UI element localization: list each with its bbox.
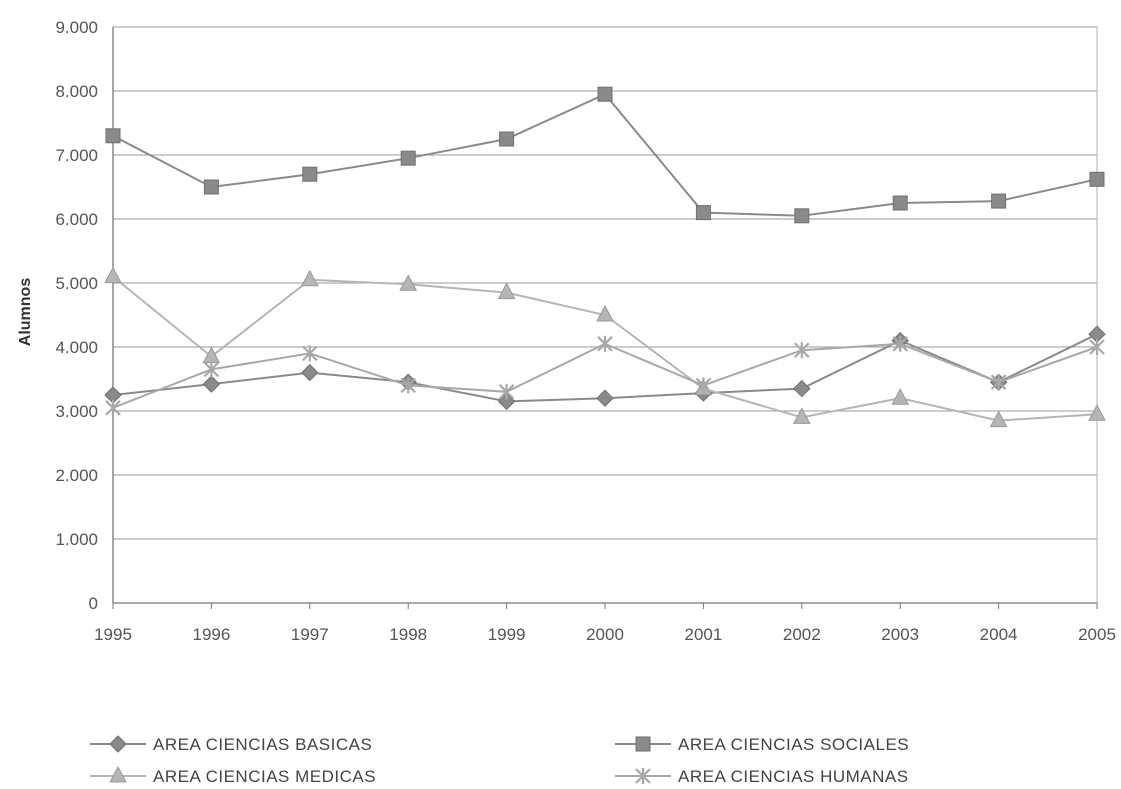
data-point: [302, 166, 318, 182]
series-area-ciencias-humanas: [105, 335, 1105, 416]
data-point: [399, 274, 418, 291]
legend-item: AREA CIENCIAS SOCIALES: [615, 735, 909, 754]
x-tick-label: 1996: [192, 625, 230, 644]
y-axis-title: Alumnos: [17, 278, 34, 347]
x-tick-label: 2003: [881, 625, 919, 644]
legend-marker: [635, 736, 651, 752]
data-point: [792, 407, 811, 424]
x-tick-label: 2001: [684, 625, 722, 644]
data-point: [104, 266, 122, 284]
data-point: [695, 205, 711, 221]
data-point: [990, 374, 1007, 391]
y-tick-label: 3.000: [55, 402, 98, 421]
x-tick-label: 1998: [389, 625, 427, 644]
data-point: [891, 388, 910, 405]
y-tick-label: 7.000: [55, 146, 98, 165]
legend-label: AREA CIENCIAS BASICAS: [153, 735, 372, 754]
legend-label: AREA CIENCIAS HUMANAS: [678, 767, 909, 786]
y-tick-label: 1.000: [55, 530, 98, 549]
data-point: [497, 392, 516, 411]
data-point: [793, 379, 811, 398]
legend-item: AREA CIENCIAS MEDICAS: [90, 765, 376, 786]
data-point: [892, 195, 908, 211]
data-point: [596, 389, 614, 407]
data-point: [498, 383, 515, 400]
axes: [112, 27, 1098, 609]
x-tick-label: 1999: [488, 625, 526, 644]
y-tick-label: 2.000: [55, 466, 98, 485]
data-point: [596, 304, 614, 322]
data-point: [695, 377, 712, 394]
data-point: [597, 86, 613, 102]
legend: AREA CIENCIAS BASICAS AREA CIENCIAS SOCIA…: [90, 735, 909, 786]
y-tick-label: 5.000: [55, 274, 98, 293]
gridlines: [113, 26, 1097, 540]
x-tick-label: 1997: [291, 625, 329, 644]
y-tick-label: 4.000: [55, 338, 98, 357]
legend-label: AREA CIENCIAS SOCIALES: [678, 735, 909, 754]
data-point: [497, 282, 516, 300]
data-point: [400, 150, 416, 166]
legend-marker: [109, 765, 127, 783]
y-tick-label: 9.000: [55, 18, 98, 37]
x-tick-label: 2000: [586, 625, 624, 644]
x-tick-label: 1995: [94, 625, 132, 644]
data-point: [105, 399, 121, 416]
data-point: [794, 208, 810, 224]
data-point: [1089, 339, 1105, 355]
data-point: [301, 363, 319, 382]
series-area-ciencias-sociales: [105, 86, 1105, 224]
series-lines: [104, 86, 1106, 428]
x-tick-label: 2002: [783, 625, 821, 644]
legend-item: AREA CIENCIAS BASICAS: [90, 735, 372, 754]
data-point: [202, 375, 221, 393]
data-point: [1089, 171, 1105, 187]
legend-marker: [635, 768, 651, 784]
y-tick-label: 0: [89, 594, 98, 613]
legend-item: AREA CIENCIAS HUMANAS: [615, 767, 909, 786]
y-tick-label: 8.000: [55, 82, 98, 101]
data-point: [597, 335, 613, 352]
x-tick-label: 2004: [980, 625, 1018, 644]
legend-label: AREA CIENCIAS MEDICAS: [153, 767, 376, 786]
data-point: [499, 131, 515, 147]
legend-marker: [109, 735, 127, 753]
data-point: [1088, 404, 1106, 421]
x-tick-label: 2005: [1078, 625, 1116, 644]
data-point: [203, 361, 220, 378]
data-point: [202, 346, 221, 364]
data-point: [105, 128, 121, 144]
data-point: [794, 342, 810, 359]
data-point: [203, 179, 219, 195]
data-point: [300, 269, 319, 287]
data-point: [991, 193, 1007, 209]
y-tick-label: 6.000: [55, 210, 98, 229]
data-point: [989, 410, 1008, 428]
tick-labels: 0 1.000 2.000 3.000 4.000 5.000 6.000 7.000 8.00…: [55, 18, 1115, 644]
data-point: [302, 345, 318, 362]
data-point: [400, 377, 416, 394]
data-point: [892, 335, 908, 352]
